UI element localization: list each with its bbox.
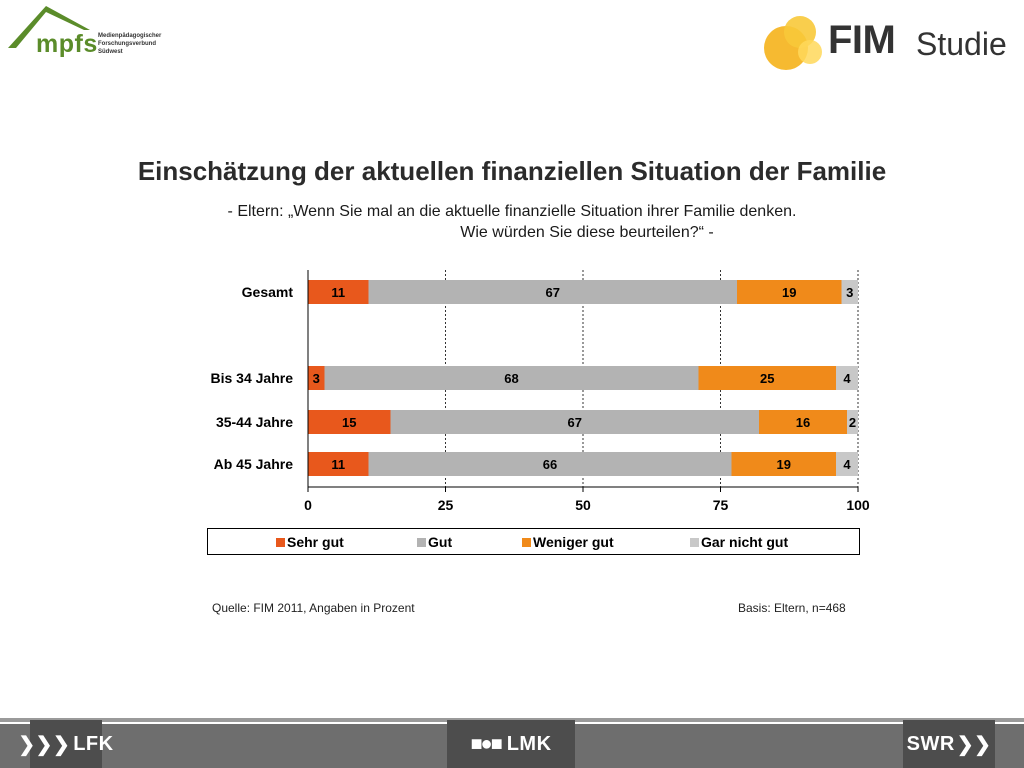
category-label: Ab 45 Jahre	[214, 456, 294, 472]
lfk-logo: ❯❯❯ LFK	[18, 720, 113, 768]
category-label: Bis 34 Jahre	[211, 370, 294, 386]
legend-swatch-gar-nicht-gut	[690, 537, 699, 547]
swr-logo-text: SWR	[906, 732, 955, 755]
data-label: 19	[777, 457, 791, 472]
chart-title: Einschätzung der aktuellen finanziellen …	[137, 156, 887, 186]
data-label: 16	[796, 415, 810, 430]
data-label: 4	[843, 371, 851, 386]
chart-subtitle: - Eltern: „Wenn Sie mal an die aktuelle …	[0, 201, 1024, 243]
swr-logo: SWR ❯❯	[903, 720, 995, 768]
data-label: 11	[331, 457, 345, 472]
data-label: 15	[342, 415, 356, 430]
bar-segment	[390, 410, 759, 434]
subtitle-line-2: Wie würden Sie diese beurteilen?“ -	[460, 224, 714, 241]
bar-segment	[308, 452, 369, 476]
data-label: 68	[504, 371, 518, 386]
mpfs-roof-icon	[8, 6, 90, 48]
legend-item-gut: Gut	[417, 534, 452, 550]
x-tick-label: 75	[713, 497, 729, 513]
data-label: 66	[543, 457, 557, 472]
mpfs-logo-word: mpfs	[36, 30, 98, 58]
data-label: 67	[546, 285, 560, 300]
legend-label-gar-nicht-gut: Gar nicht gut	[701, 534, 789, 550]
fim-logo-word: FIM	[828, 18, 896, 62]
legend-swatch-gut	[417, 537, 426, 547]
lfk-logo-text: LFK	[73, 732, 114, 755]
category-label: Gesamt	[242, 284, 294, 300]
lfk-chevrons-icon: ❯❯❯	[18, 733, 71, 756]
x-tick-label: 100	[846, 497, 870, 513]
mpfs-sub-line-1: Medienpädagogischer	[98, 33, 162, 39]
swr-chevrons-icon: ❯❯	[956, 733, 992, 756]
x-tick-label: 50	[575, 497, 591, 513]
bar-segment	[308, 366, 325, 390]
mpfs-sub-line-3: Südwest	[98, 49, 123, 55]
fim-studie-logo: FIM Studie	[760, 10, 1010, 74]
data-label: 67	[568, 415, 582, 430]
data-label: 25	[760, 371, 774, 386]
mpfs-logo: mpfs Medienpädagogischer Forschungsverbu…	[6, 0, 176, 70]
x-tick-label: 25	[438, 497, 454, 513]
bar-segment	[731, 452, 836, 476]
legend-item-gar-nicht-gut: Gar nicht gut	[690, 534, 788, 550]
data-label: 11	[331, 285, 345, 300]
source-note: Quelle: FIM 2011, Angaben in Prozent	[212, 601, 415, 615]
lmk-dots-icon: ■●■	[470, 732, 502, 755]
bar-segment	[308, 280, 369, 304]
bar-segment	[698, 366, 836, 390]
data-label: 3	[313, 371, 320, 386]
basis-note: Basis: Eltern, n=468	[738, 601, 846, 615]
subtitle-line-1: - Eltern: „Wenn Sie mal an die aktuelle …	[227, 203, 797, 220]
mpfs-logo-subtitle: Medienpädagogischer Forschungsverbund Sü…	[98, 32, 178, 56]
bar-segment	[737, 280, 842, 304]
bar-segment	[759, 410, 847, 434]
fim-logo-studie: Studie	[916, 26, 1007, 62]
bar-segment	[841, 280, 858, 304]
legend-item-weniger-gut: Weniger gut	[522, 534, 614, 550]
legend-swatch-weniger-gut	[522, 537, 531, 547]
bar-segment	[847, 410, 858, 434]
mpfs-sub-line-2: Forschungsverbund	[98, 41, 157, 47]
legend-label-gut: Gut	[428, 534, 453, 550]
category-label: 35-44 Jahre	[216, 414, 293, 430]
bar-segment	[836, 366, 858, 390]
data-label: 4	[843, 457, 851, 472]
lmk-logo-text: LMK	[506, 732, 552, 755]
fim-circles-icon	[764, 16, 822, 70]
data-label: 2	[849, 415, 856, 430]
bar-segment	[836, 452, 858, 476]
legend-label-sehr-gut: Sehr gut	[287, 534, 344, 550]
bar-segment	[368, 280, 737, 304]
legend-label-weniger-gut: Weniger gut	[533, 534, 614, 550]
chart-legend: Sehr gut Gut Weniger gut Gar nicht gut	[207, 528, 860, 555]
x-tick-label: 0	[304, 497, 312, 513]
bar-segment	[308, 410, 391, 434]
bar-segment	[324, 366, 699, 390]
data-label: 3	[846, 285, 853, 300]
stacked-bar-chart: 11 67 19 3 Gesamt 3 68 25 4 Bis 34 Jahre 15 67 16 2 35…	[211, 270, 870, 513]
data-label: 19	[782, 285, 796, 300]
legend-swatch-sehr-gut	[276, 537, 285, 547]
lmk-logo: ■●■ LMK	[447, 720, 575, 768]
legend-item-sehr-gut: Sehr gut	[276, 534, 344, 550]
bar-segment	[368, 452, 732, 476]
